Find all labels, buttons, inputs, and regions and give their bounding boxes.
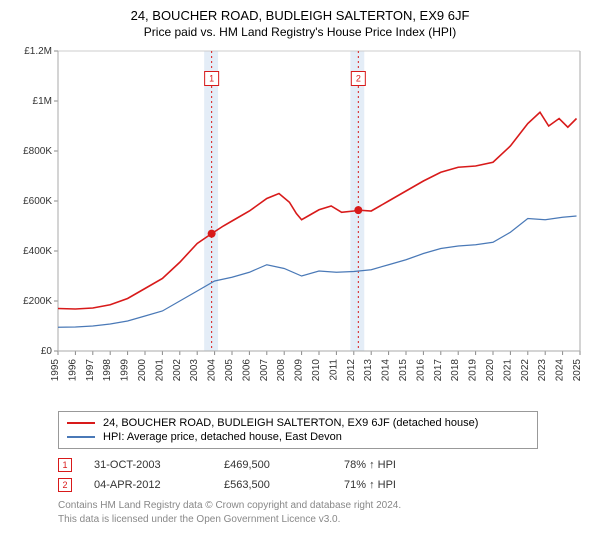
legend-item-hpi: HPI: Average price, detached house, East… bbox=[67, 430, 529, 444]
svg-text:2023: 2023 bbox=[537, 359, 548, 382]
sale-events: 1 31-OCT-2003 £469,500 78% ↑ HPI 2 04-AP… bbox=[58, 455, 590, 495]
svg-text:2021: 2021 bbox=[502, 359, 513, 382]
svg-text:2008: 2008 bbox=[276, 359, 287, 382]
svg-text:2001: 2001 bbox=[154, 359, 165, 382]
svg-text:2007: 2007 bbox=[259, 359, 270, 382]
attribution-footer: Contains HM Land Registry data © Crown c… bbox=[58, 499, 590, 526]
svg-text:2020: 2020 bbox=[485, 359, 496, 382]
sale-price-2: £563,500 bbox=[224, 479, 344, 491]
svg-text:2019: 2019 bbox=[468, 359, 479, 382]
sale-pct-1: 78% ↑ HPI bbox=[344, 459, 444, 471]
svg-text:2016: 2016 bbox=[415, 359, 426, 382]
svg-text:2009: 2009 bbox=[294, 359, 305, 382]
svg-text:£800K: £800K bbox=[23, 146, 52, 157]
svg-text:2018: 2018 bbox=[450, 359, 461, 382]
svg-text:1998: 1998 bbox=[102, 359, 113, 382]
legend-label-property: 24, BOUCHER ROAD, BUDLEIGH SALTERTON, EX… bbox=[103, 417, 478, 429]
svg-text:2002: 2002 bbox=[172, 359, 183, 382]
svg-text:2012: 2012 bbox=[346, 359, 357, 382]
svg-text:£0: £0 bbox=[41, 346, 53, 357]
svg-text:1: 1 bbox=[209, 74, 214, 84]
svg-text:2004: 2004 bbox=[207, 359, 218, 382]
attribution-line-1: Contains HM Land Registry data © Crown c… bbox=[58, 499, 590, 513]
sale-marker-2-num: 2 bbox=[62, 480, 67, 490]
sale-marker-1-num: 1 bbox=[62, 460, 67, 470]
svg-text:£1M: £1M bbox=[33, 96, 52, 107]
svg-text:2011: 2011 bbox=[328, 359, 339, 381]
sale-event-2: 2 04-APR-2012 £563,500 71% ↑ HPI bbox=[58, 475, 590, 495]
svg-text:2005: 2005 bbox=[224, 359, 235, 382]
attribution-line-2: This data is licensed under the Open Gov… bbox=[58, 513, 590, 527]
svg-text:1996: 1996 bbox=[67, 359, 78, 382]
sale-pct-2: 71% ↑ HPI bbox=[344, 479, 444, 491]
sale-date-2: 04-APR-2012 bbox=[94, 479, 224, 491]
svg-text:1995: 1995 bbox=[50, 359, 61, 382]
legend-item-property: 24, BOUCHER ROAD, BUDLEIGH SALTERTON, EX… bbox=[67, 416, 529, 430]
legend-swatch-hpi bbox=[67, 436, 95, 438]
svg-text:2025: 2025 bbox=[572, 359, 583, 382]
chart-subtitle: Price paid vs. HM Land Registry's House … bbox=[10, 25, 590, 39]
sale-event-1: 1 31-OCT-2003 £469,500 78% ↑ HPI bbox=[58, 455, 590, 475]
svg-text:1999: 1999 bbox=[120, 359, 131, 382]
sale-marker-2: 2 bbox=[58, 478, 72, 492]
sale-marker-1: 1 bbox=[58, 458, 72, 472]
svg-text:2017: 2017 bbox=[433, 359, 444, 382]
svg-text:2022: 2022 bbox=[520, 359, 531, 382]
svg-text:2015: 2015 bbox=[398, 359, 409, 382]
sale-date-1: 31-OCT-2003 bbox=[94, 459, 224, 471]
svg-text:1997: 1997 bbox=[85, 359, 96, 382]
svg-text:2000: 2000 bbox=[137, 359, 148, 382]
svg-text:2014: 2014 bbox=[381, 359, 392, 382]
chart-address-title: 24, BOUCHER ROAD, BUDLEIGH SALTERTON, EX… bbox=[10, 8, 590, 23]
legend-label-hpi: HPI: Average price, detached house, East… bbox=[103, 431, 342, 443]
svg-text:2: 2 bbox=[356, 74, 361, 84]
svg-text:2024: 2024 bbox=[555, 359, 566, 382]
price-chart: £0 £200K £400K £600K £800K £1M £1.2M 1995 1996 19… bbox=[10, 45, 590, 405]
legend: 24, BOUCHER ROAD, BUDLEIGH SALTERTON, EX… bbox=[58, 411, 538, 449]
svg-text:2010: 2010 bbox=[311, 359, 322, 382]
svg-text:2003: 2003 bbox=[189, 359, 200, 382]
svg-text:2006: 2006 bbox=[241, 359, 252, 382]
legend-swatch-property bbox=[67, 422, 95, 424]
svg-text:£200K: £200K bbox=[23, 296, 52, 307]
svg-text:2013: 2013 bbox=[363, 359, 374, 382]
svg-text:£1.2M: £1.2M bbox=[24, 46, 52, 57]
svg-text:£400K: £400K bbox=[23, 246, 52, 257]
svg-text:£600K: £600K bbox=[23, 196, 52, 207]
sale-price-1: £469,500 bbox=[224, 459, 344, 471]
